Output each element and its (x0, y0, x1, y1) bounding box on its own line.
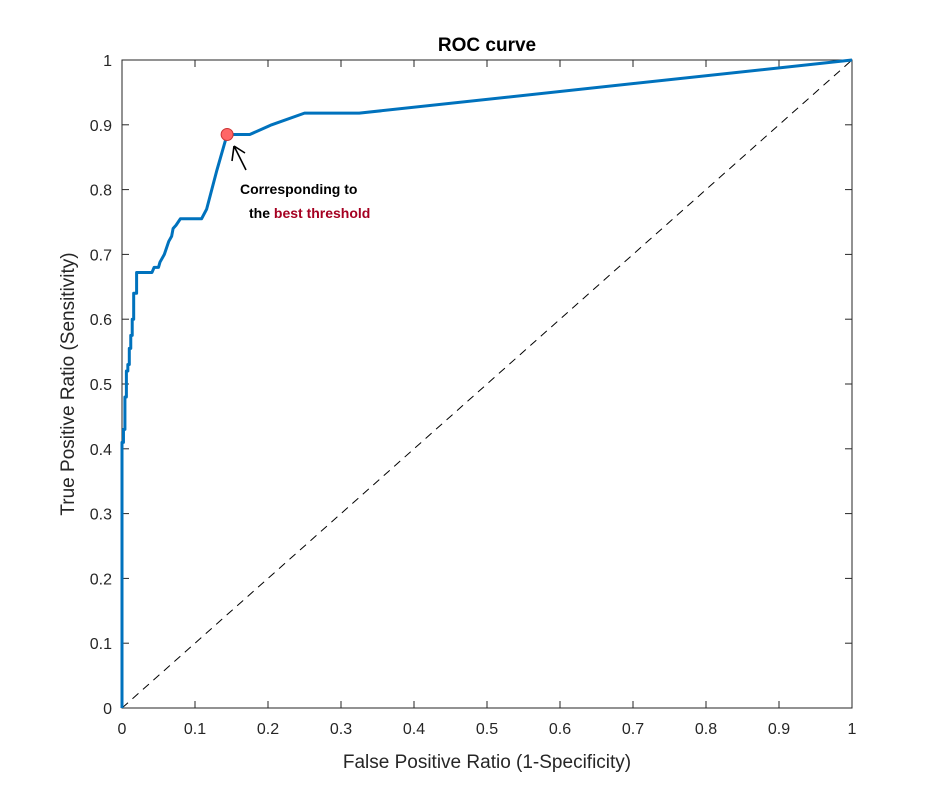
x-tick-label: 0.8 (695, 721, 717, 738)
annotation-line-1: Corresponding to (240, 181, 357, 197)
y-tick-labels: 0 0.1 0.2 0.3 0.4 0.5 0.6 0.7 0.8 0.9 1 (90, 53, 112, 718)
x-tick-label: 0.3 (330, 721, 352, 738)
x-tick-label: 0.7 (622, 721, 644, 738)
roc-curve-line (120, 58, 853, 708)
y-tick-label: 0.4 (90, 442, 112, 459)
y-tick-label: 0.3 (90, 507, 112, 524)
x-tick-label: 0.2 (257, 721, 279, 738)
plot-area: 0 0.1 0.2 0.3 0.4 0.5 0.6 0.7 0.8 0.9 1 0 0.1 0.2 0.3… (90, 53, 857, 738)
y-tick-label: 0.7 (90, 247, 112, 264)
x-tick-label: 0.6 (549, 721, 571, 738)
y-tick-label: 0 (103, 701, 112, 718)
annotation-highlight: best threshold (274, 205, 370, 221)
x-tick-labels: 0 0.1 0.2 0.3 0.4 0.5 0.6 0.7 0.8 0.9 1 (118, 721, 857, 738)
best-threshold-annotation: Corresponding to the best threshold (231, 145, 370, 221)
y-tick-label: 1 (103, 53, 112, 70)
y-tick-label: 0.5 (90, 377, 112, 394)
x-tick-label: 0.5 (476, 721, 498, 738)
marker-layer (220, 128, 234, 142)
y-tick-label: 0.8 (90, 183, 112, 200)
y-tick-label: 0.9 (90, 118, 112, 135)
x-tick-label: 1 (848, 721, 857, 738)
x-axis-title: False Positive Ratio (1-Specificity) (343, 752, 631, 773)
x-tick-label: 0.4 (403, 721, 425, 738)
x-tick-label: 0.9 (768, 721, 790, 738)
best-threshold-marker (220, 128, 234, 142)
chance-diagonal-line (121, 59, 853, 709)
annotation-line-2: the best threshold (249, 205, 370, 221)
x-tick-label: 0 (118, 721, 127, 738)
y-axis-title: True Positive Ratio (Sensitivity) (58, 252, 79, 515)
chart-title: ROC curve (438, 35, 536, 56)
x-tick-label: 0.1 (184, 721, 206, 738)
series-layer (120, 58, 853, 709)
y-tick-label: 0.2 (90, 571, 112, 588)
y-tick-label: 0.1 (90, 636, 112, 653)
annotation-arrow (231, 145, 247, 171)
annotation-prefix: the (249, 205, 274, 221)
y-tick-label: 0.6 (90, 312, 112, 329)
